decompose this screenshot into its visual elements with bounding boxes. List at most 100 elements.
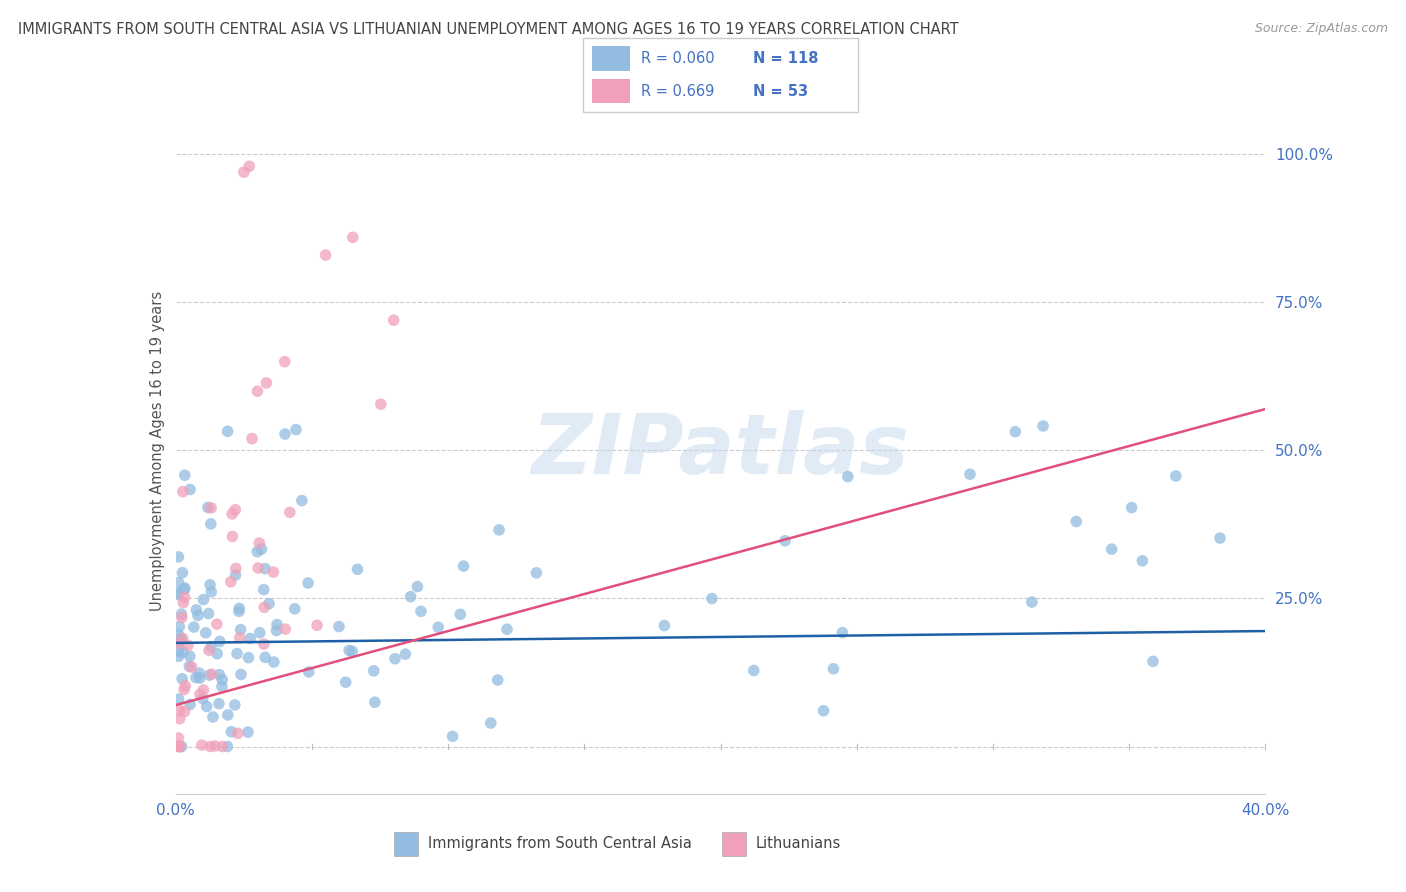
Text: R = 0.060: R = 0.060 bbox=[641, 52, 714, 66]
Point bbox=[274, 427, 297, 442]
Point bbox=[173, 468, 195, 483]
Point bbox=[813, 704, 835, 718]
Point bbox=[298, 665, 321, 679]
Point bbox=[409, 604, 432, 618]
Point bbox=[831, 625, 853, 640]
Point bbox=[266, 624, 288, 638]
Point bbox=[441, 729, 464, 743]
Point bbox=[198, 578, 221, 592]
Point bbox=[173, 705, 195, 719]
Point bbox=[169, 619, 191, 633]
Point bbox=[370, 397, 392, 411]
Point bbox=[167, 739, 190, 754]
Point bbox=[346, 562, 368, 576]
Point bbox=[488, 523, 510, 537]
Point bbox=[399, 590, 422, 604]
Point bbox=[180, 660, 202, 674]
Point bbox=[172, 596, 194, 610]
Point bbox=[823, 662, 845, 676]
Point bbox=[229, 623, 252, 637]
Point bbox=[188, 671, 211, 685]
Text: ZIPatlas: ZIPatlas bbox=[531, 410, 910, 491]
Text: 40.0%: 40.0% bbox=[1241, 803, 1289, 818]
Point bbox=[208, 667, 231, 681]
Point bbox=[226, 647, 249, 661]
Point bbox=[1064, 515, 1087, 529]
Point bbox=[188, 666, 211, 681]
Point bbox=[274, 354, 297, 368]
Point bbox=[328, 619, 350, 633]
Text: Source: ZipAtlas.com: Source: ZipAtlas.com bbox=[1254, 22, 1388, 36]
Point bbox=[167, 575, 190, 590]
Point bbox=[179, 483, 201, 497]
Point bbox=[263, 655, 285, 669]
Point bbox=[305, 618, 328, 632]
Point bbox=[229, 631, 252, 645]
Point bbox=[217, 739, 239, 754]
Point bbox=[172, 566, 194, 580]
Point bbox=[221, 529, 243, 543]
Point bbox=[479, 716, 502, 731]
Point bbox=[1032, 419, 1054, 434]
Point bbox=[167, 739, 190, 754]
Point bbox=[837, 469, 859, 483]
Point bbox=[449, 607, 471, 622]
Point bbox=[179, 698, 201, 712]
Point bbox=[194, 625, 217, 640]
Point bbox=[170, 739, 193, 754]
Point bbox=[246, 384, 269, 399]
Point bbox=[186, 603, 208, 617]
Text: Lithuanians: Lithuanians bbox=[755, 837, 841, 851]
Point bbox=[224, 502, 246, 516]
Point bbox=[211, 739, 233, 754]
Point bbox=[174, 679, 197, 693]
Point bbox=[167, 692, 190, 706]
Text: 0.0%: 0.0% bbox=[156, 803, 195, 818]
Point bbox=[172, 645, 194, 659]
Point bbox=[249, 625, 271, 640]
Point bbox=[172, 632, 194, 646]
Point bbox=[167, 634, 190, 648]
Point bbox=[193, 592, 215, 607]
Point bbox=[167, 739, 190, 754]
Point bbox=[200, 516, 222, 531]
Point bbox=[253, 600, 276, 615]
Point bbox=[170, 607, 193, 621]
Point bbox=[217, 425, 239, 439]
Point bbox=[167, 636, 190, 650]
Point bbox=[363, 664, 385, 678]
Point bbox=[238, 159, 260, 173]
Point bbox=[172, 672, 194, 686]
Text: R = 0.669: R = 0.669 bbox=[641, 84, 714, 99]
Point bbox=[169, 739, 191, 754]
Point bbox=[239, 632, 262, 646]
Point bbox=[266, 617, 288, 632]
Point bbox=[1101, 542, 1123, 557]
Point bbox=[342, 230, 364, 244]
Point bbox=[201, 667, 224, 681]
Point bbox=[167, 731, 190, 745]
Point bbox=[337, 643, 360, 657]
Point bbox=[1021, 595, 1043, 609]
Text: N = 53: N = 53 bbox=[754, 84, 808, 99]
Point bbox=[364, 695, 387, 709]
Point bbox=[496, 622, 519, 636]
Text: IMMIGRANTS FROM SOUTH CENTRAL ASIA VS LITHUANIAN UNEMPLOYMENT AMONG AGES 16 TO 1: IMMIGRANTS FROM SOUTH CENTRAL ASIA VS LI… bbox=[18, 22, 959, 37]
Point bbox=[200, 500, 222, 515]
Text: Immigrants from South Central Asia: Immigrants from South Central Asia bbox=[427, 837, 692, 851]
Point bbox=[198, 643, 221, 657]
Point bbox=[191, 738, 214, 752]
Point bbox=[173, 581, 195, 595]
Point bbox=[217, 708, 239, 723]
Point bbox=[201, 710, 224, 724]
Point bbox=[1209, 531, 1232, 545]
Point bbox=[254, 376, 277, 390]
Point bbox=[200, 584, 222, 599]
Point bbox=[654, 618, 676, 632]
Point bbox=[198, 668, 221, 682]
Point bbox=[197, 500, 219, 515]
Point bbox=[453, 559, 475, 574]
Point bbox=[170, 632, 193, 646]
Text: N = 118: N = 118 bbox=[754, 52, 818, 66]
Point bbox=[335, 675, 357, 690]
